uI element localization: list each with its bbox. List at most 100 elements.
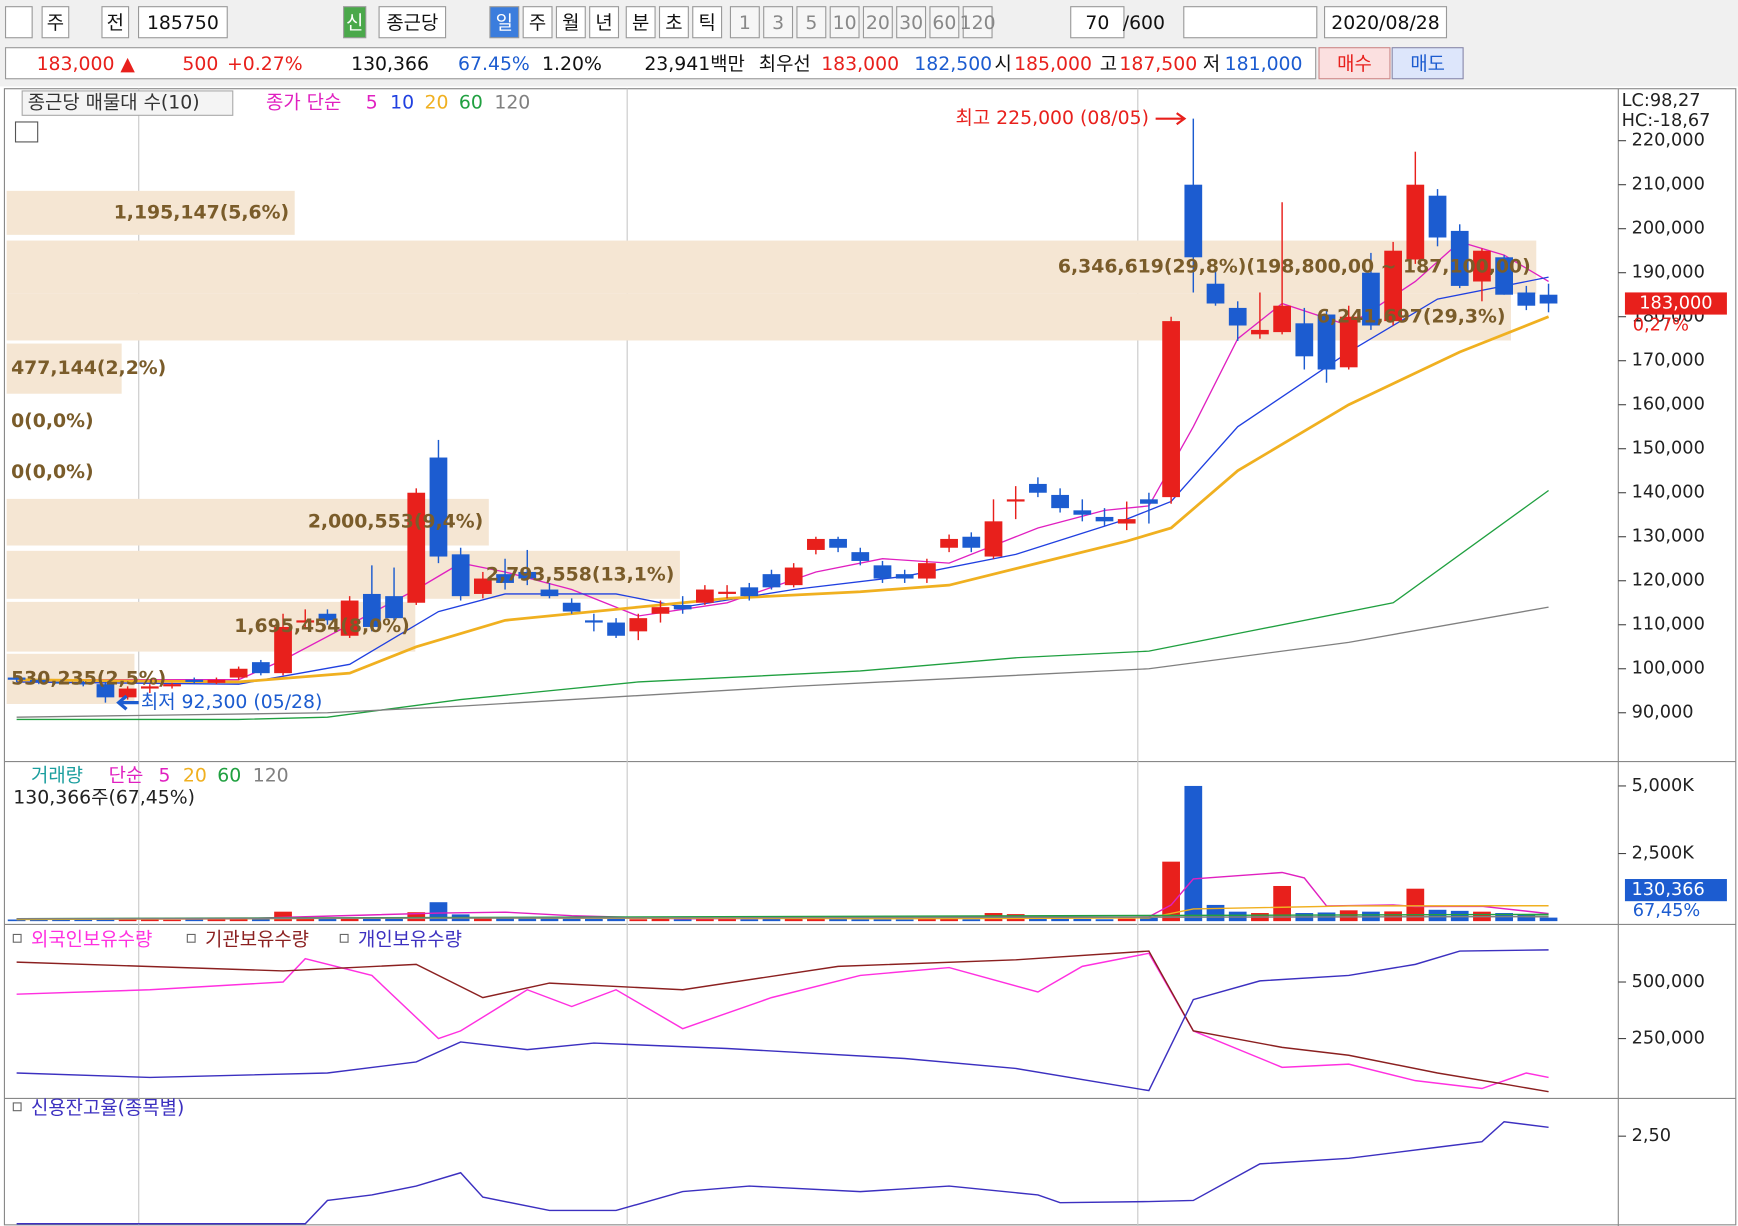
toolbar-label[interactable]: 주	[47, 13, 64, 34]
toolbar-button[interactable]	[137, 6, 228, 39]
toolbar-button[interactable]	[522, 6, 553, 39]
toolbar-label[interactable]: 신	[346, 12, 363, 34]
volume-profile-label: 2,000,553(9,4%)	[308, 512, 483, 533]
tool-icons[interactable]	[1183, 6, 1318, 39]
toolbar-label[interactable]: 20	[866, 13, 890, 34]
quote-value: 183,000 ▲	[37, 54, 136, 75]
toolbar-label[interactable]: 2020/08/28	[1331, 13, 1440, 34]
legend-entry[interactable]: 10	[390, 93, 414, 114]
toolbar-label[interactable]: 120	[960, 13, 996, 34]
toolbar-button[interactable]	[658, 6, 689, 39]
toolbar-button[interactable]	[41, 6, 70, 39]
toolbar-label[interactable]: 틱	[699, 12, 716, 34]
toolbar-button[interactable]	[101, 6, 130, 39]
toolbar-label[interactable]: 1	[739, 13, 751, 34]
indicator: LC:98,27	[1622, 91, 1701, 111]
legend-entry[interactable]: 신용잔고율(종목별)	[31, 1097, 184, 1119]
toolbar-button[interactable]	[862, 6, 893, 39]
toolbar-label[interactable]: 전	[107, 12, 124, 34]
legend-entry[interactable]: 60	[217, 765, 241, 786]
annotation-arrow	[1155, 112, 1187, 126]
candle-body	[1073, 510, 1092, 515]
toolbar-button[interactable]	[962, 6, 993, 39]
toolbar-button[interactable]	[763, 6, 794, 39]
toolbar-label[interactable]: /600	[1123, 13, 1165, 34]
toolbar-button[interactable]	[589, 6, 620, 39]
toolbar-label[interactable]: 월	[562, 12, 579, 34]
menu-icon[interactable]	[4, 6, 33, 39]
toolbar-label[interactable]: 60	[932, 13, 956, 34]
legend-entry[interactable]: 120	[253, 765, 289, 786]
volume-bar	[1184, 785, 1203, 922]
volume-bar	[1073, 918, 1092, 922]
candle-body	[940, 538, 958, 548]
toolbar-label[interactable]: 분	[632, 13, 649, 34]
legend-label[interactable]: 단순	[109, 764, 144, 786]
candle-body	[7, 677, 26, 680]
quote-value[interactable]: 매도	[1410, 53, 1445, 75]
toolbar-button[interactable]	[489, 6, 520, 39]
toolbar-button[interactable]	[555, 6, 586, 39]
toolbar-label[interactable]: 종근당	[386, 12, 438, 34]
volume-bar	[496, 917, 514, 922]
table-icon[interactable]	[14, 121, 39, 143]
candle-body	[540, 589, 559, 597]
candle-body	[1517, 292, 1536, 306]
legend-entry[interactable]: 외국인보유수량	[31, 928, 152, 950]
toolbar-label[interactable]: 주	[529, 13, 546, 34]
toolbar-label[interactable]: 일	[496, 12, 513, 34]
legend-entry[interactable]: 20	[425, 93, 449, 114]
volume-bar	[918, 918, 936, 922]
volume-bar	[362, 917, 381, 922]
legend-entry[interactable]: 5	[366, 93, 378, 114]
candle-body	[918, 563, 936, 579]
toolbar-label[interactable]: 10	[833, 13, 857, 34]
toolbar-label[interactable]: 3	[772, 13, 784, 34]
toolbar-label[interactable]: 185750	[147, 13, 219, 34]
buy-button[interactable]	[1318, 47, 1391, 80]
legend-label[interactable]: 종가 단순	[266, 92, 341, 114]
toolbar-label[interactable]: 70	[1085, 13, 1109, 34]
sell-button[interactable]	[1391, 47, 1464, 80]
toolbar-label[interactable]: 초	[665, 13, 682, 34]
legend-entry[interactable]: 개인보유수량	[358, 928, 462, 950]
toolbar-button[interactable]	[1070, 6, 1125, 39]
toolbar-button[interactable]	[378, 6, 447, 39]
toolbar-button[interactable]	[796, 6, 827, 39]
toolbar-button[interactable]	[729, 6, 760, 39]
volume-bar	[940, 918, 958, 922]
legend-entry[interactable]: 20	[183, 765, 207, 786]
toolbar-button[interactable]	[829, 6, 860, 39]
panel-title[interactable]: 거래량	[31, 764, 83, 786]
toolbar-button[interactable]	[1324, 6, 1448, 39]
toolbar-label[interactable]: 년	[595, 12, 612, 34]
toolbar-button[interactable]	[692, 6, 723, 39]
volume-bar	[829, 918, 847, 922]
y-tick-label: 160,000	[1632, 395, 1705, 415]
chart-frame	[3, 88, 1737, 1226]
candle-body	[1495, 257, 1514, 295]
quote-value: +0.27%	[227, 54, 303, 75]
candle-body	[629, 618, 648, 632]
quote-value[interactable]: 매수	[1337, 53, 1372, 75]
toolbar-button[interactable]	[625, 6, 656, 39]
toolbar-button[interactable]	[896, 6, 927, 39]
quote-value: 130,366	[351, 54, 429, 75]
legend-box[interactable]	[21, 90, 234, 116]
toolbar-label[interactable]: 5	[805, 13, 817, 34]
toolbar-button[interactable]	[343, 6, 367, 39]
legend-title[interactable]: 종근당 매물대 수(10)	[28, 92, 200, 114]
candle-body	[1273, 305, 1291, 333]
candle-body	[385, 596, 403, 619]
volume-bar	[407, 912, 426, 922]
legend-entry[interactable]: 120	[494, 93, 530, 114]
legend-entry[interactable]: 5	[159, 765, 171, 786]
y-tick-label: 190,000	[1632, 263, 1705, 283]
legend-entry[interactable]: 60	[459, 93, 483, 114]
legend-entry[interactable]: 기관보유수량	[205, 928, 309, 950]
toolbar-button[interactable]	[929, 6, 960, 39]
y-tick-label: 120,000	[1632, 571, 1705, 591]
quote-value: 185,000	[1014, 54, 1092, 75]
volume-bar	[318, 918, 337, 922]
toolbar-label[interactable]: 30	[899, 13, 923, 34]
